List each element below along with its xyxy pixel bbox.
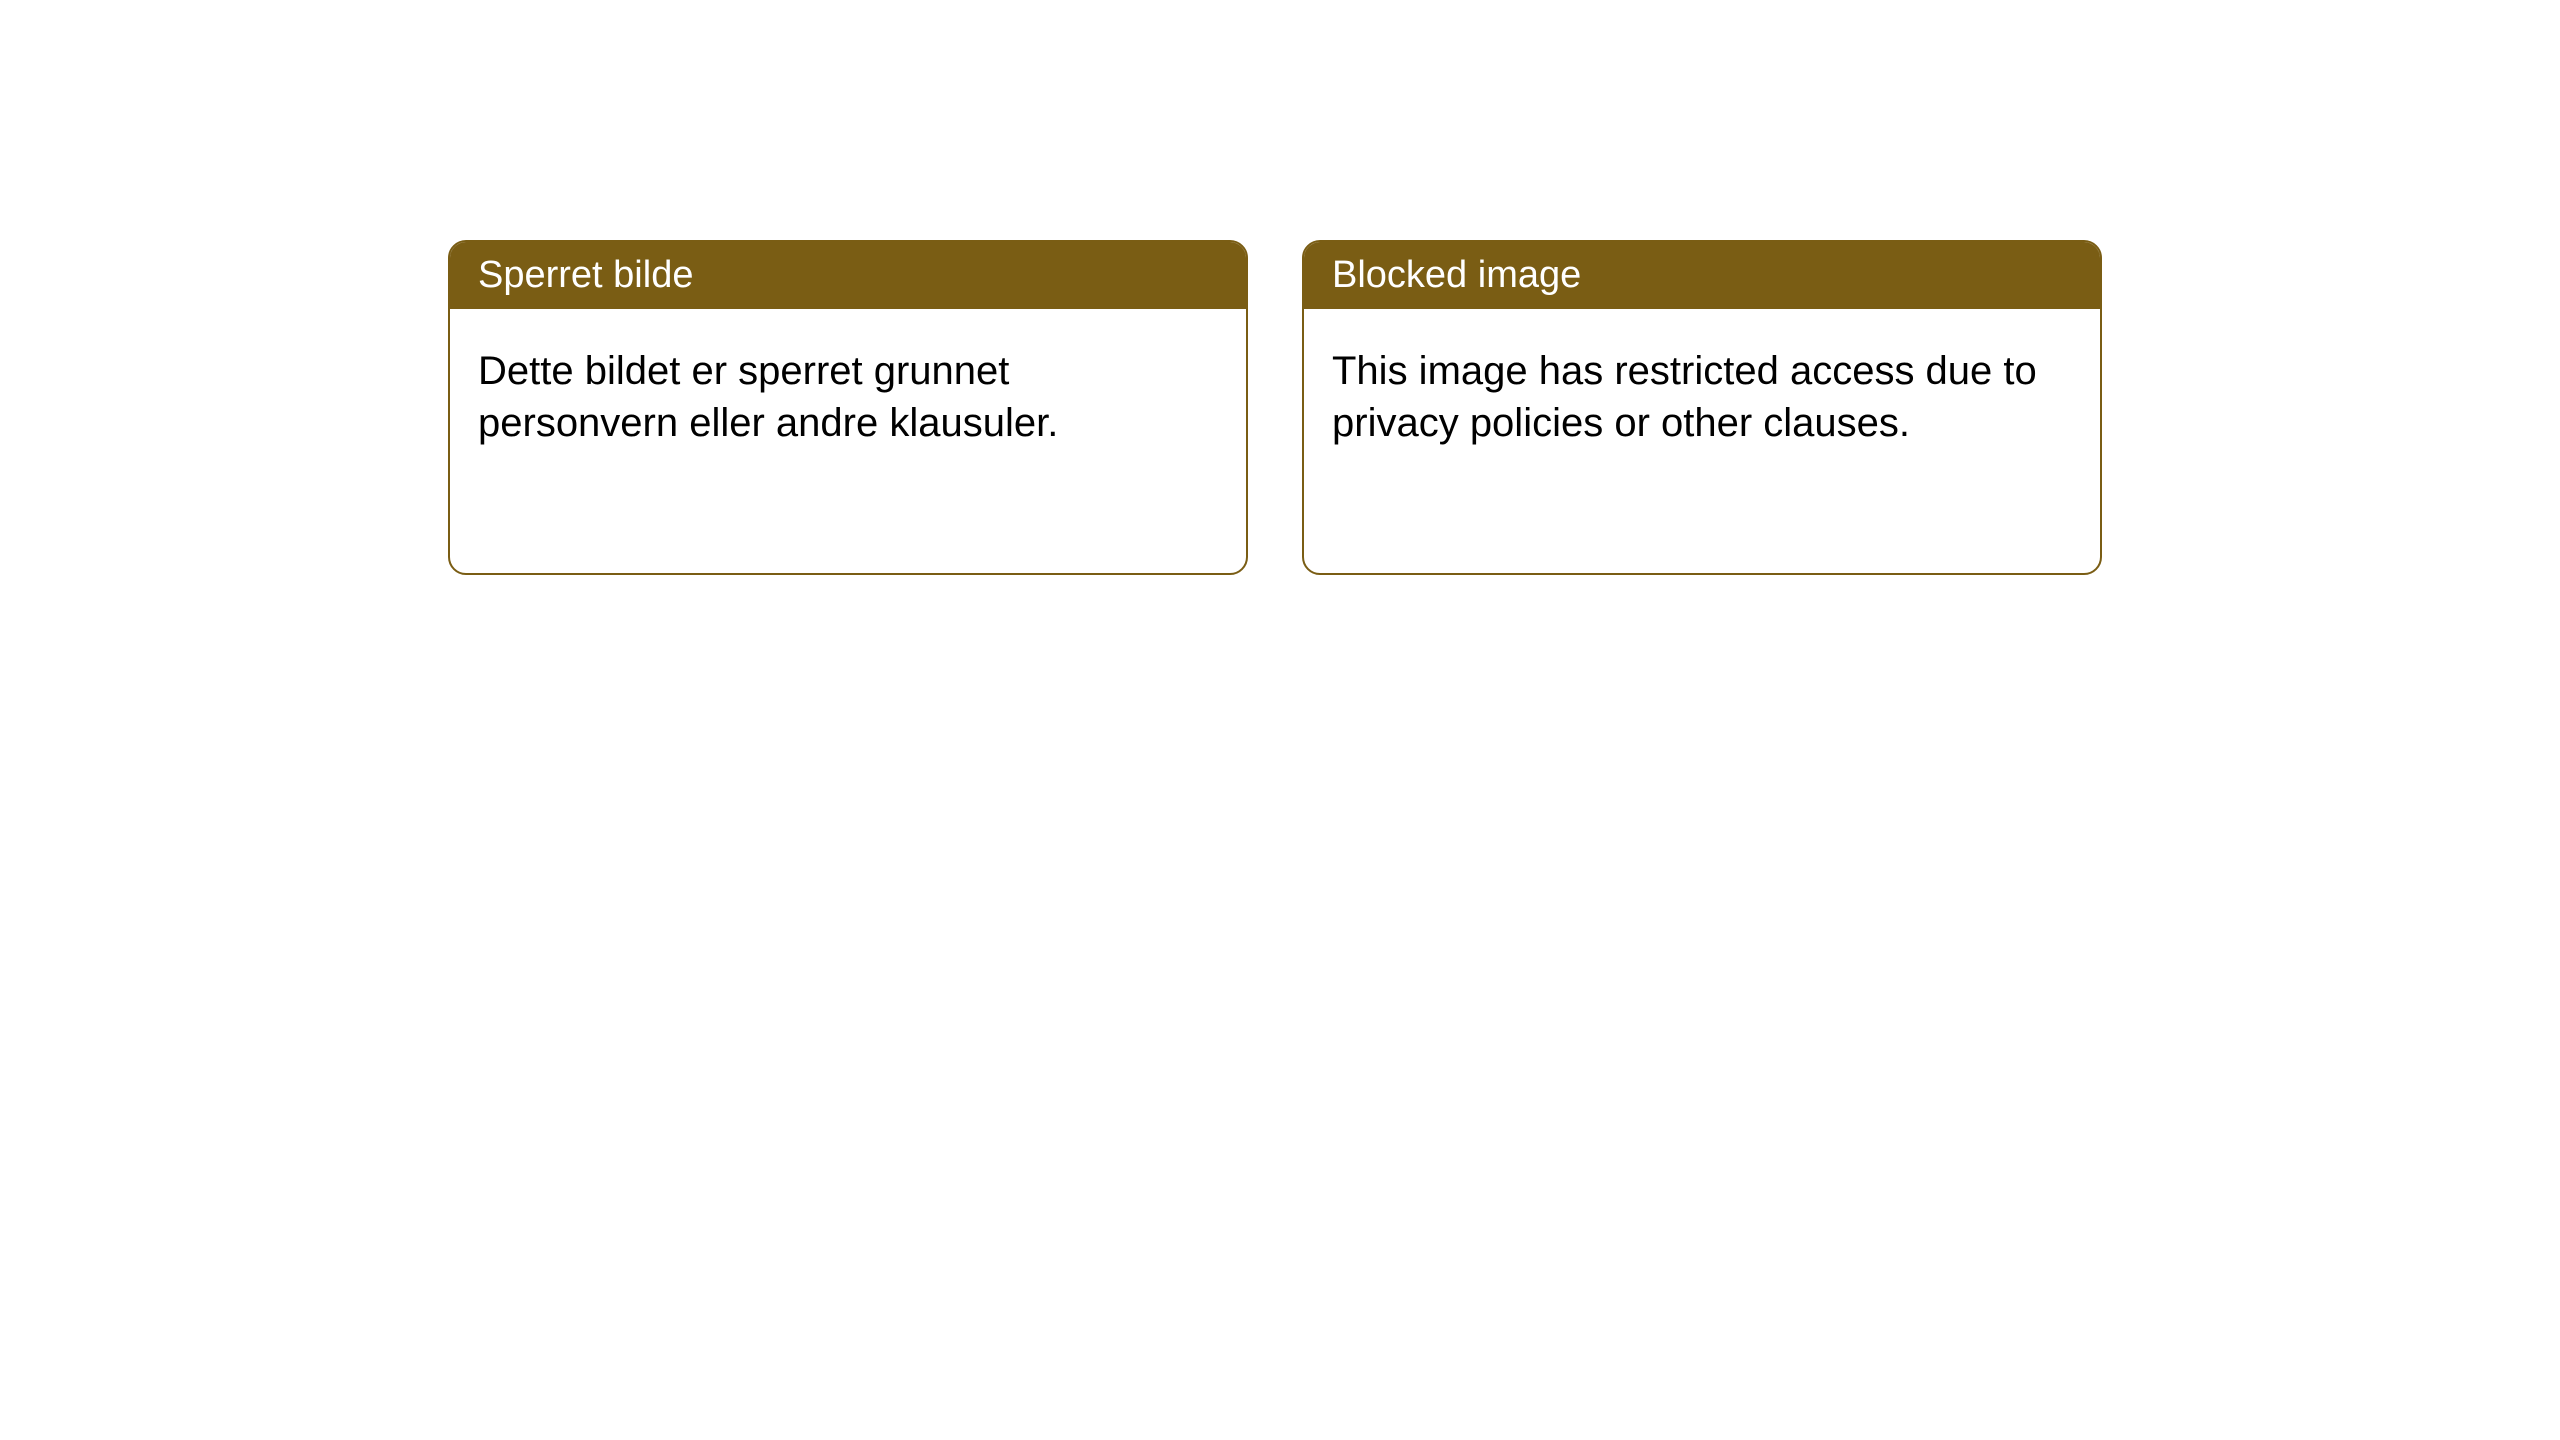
card-message-no: Dette bildet er sperret grunnet personve…	[478, 349, 1058, 445]
card-message-en: This image has restricted access due to …	[1332, 349, 2037, 445]
blocked-image-card-en: Blocked image This image has restricted …	[1302, 240, 2102, 575]
blocked-image-card-no: Sperret bilde Dette bildet er sperret gr…	[448, 240, 1248, 575]
card-title-en: Blocked image	[1332, 254, 1581, 296]
card-header-en: Blocked image	[1304, 242, 2100, 309]
card-body-no: Dette bildet er sperret grunnet personve…	[450, 309, 1246, 485]
notice-container: Sperret bilde Dette bildet er sperret gr…	[0, 0, 2560, 575]
card-title-no: Sperret bilde	[478, 254, 693, 296]
card-body-en: This image has restricted access due to …	[1304, 309, 2100, 485]
card-header-no: Sperret bilde	[450, 242, 1246, 309]
